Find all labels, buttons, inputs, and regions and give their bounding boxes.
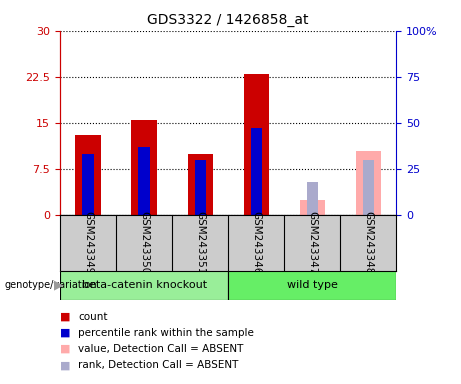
Text: wild type: wild type: [287, 280, 338, 290]
Text: GSM243346: GSM243346: [251, 211, 261, 275]
Text: ■: ■: [60, 328, 71, 338]
Bar: [83, 154, 94, 215]
Text: value, Detection Call = ABSENT: value, Detection Call = ABSENT: [78, 344, 244, 354]
Text: ■: ■: [60, 360, 71, 370]
Title: GDS3322 / 1426858_at: GDS3322 / 1426858_at: [148, 13, 309, 27]
Text: GSM243347: GSM243347: [307, 211, 317, 275]
Bar: [188, 154, 213, 215]
Text: rank, Detection Call = ABSENT: rank, Detection Call = ABSENT: [78, 360, 239, 370]
Text: percentile rank within the sample: percentile rank within the sample: [78, 328, 254, 338]
Bar: [60, 271, 228, 300]
Text: GSM243348: GSM243348: [363, 211, 373, 275]
Bar: [251, 128, 262, 215]
Text: GSM243351: GSM243351: [195, 211, 205, 275]
Bar: [356, 151, 381, 215]
Text: ■: ■: [60, 344, 71, 354]
Bar: [307, 182, 318, 215]
Text: GSM243349: GSM243349: [83, 211, 93, 275]
Bar: [131, 120, 157, 215]
Text: GSM243350: GSM243350: [139, 211, 149, 275]
Bar: [75, 135, 100, 215]
Bar: [195, 160, 206, 215]
Text: beta-catenin knockout: beta-catenin knockout: [82, 280, 207, 290]
Text: ▶: ▶: [54, 279, 64, 291]
Text: genotype/variation: genotype/variation: [5, 280, 97, 290]
Bar: [363, 160, 374, 215]
Bar: [228, 271, 396, 300]
Text: ■: ■: [60, 312, 71, 322]
Bar: [243, 74, 269, 215]
Bar: [138, 147, 150, 215]
Text: count: count: [78, 312, 108, 322]
Bar: [300, 200, 325, 215]
